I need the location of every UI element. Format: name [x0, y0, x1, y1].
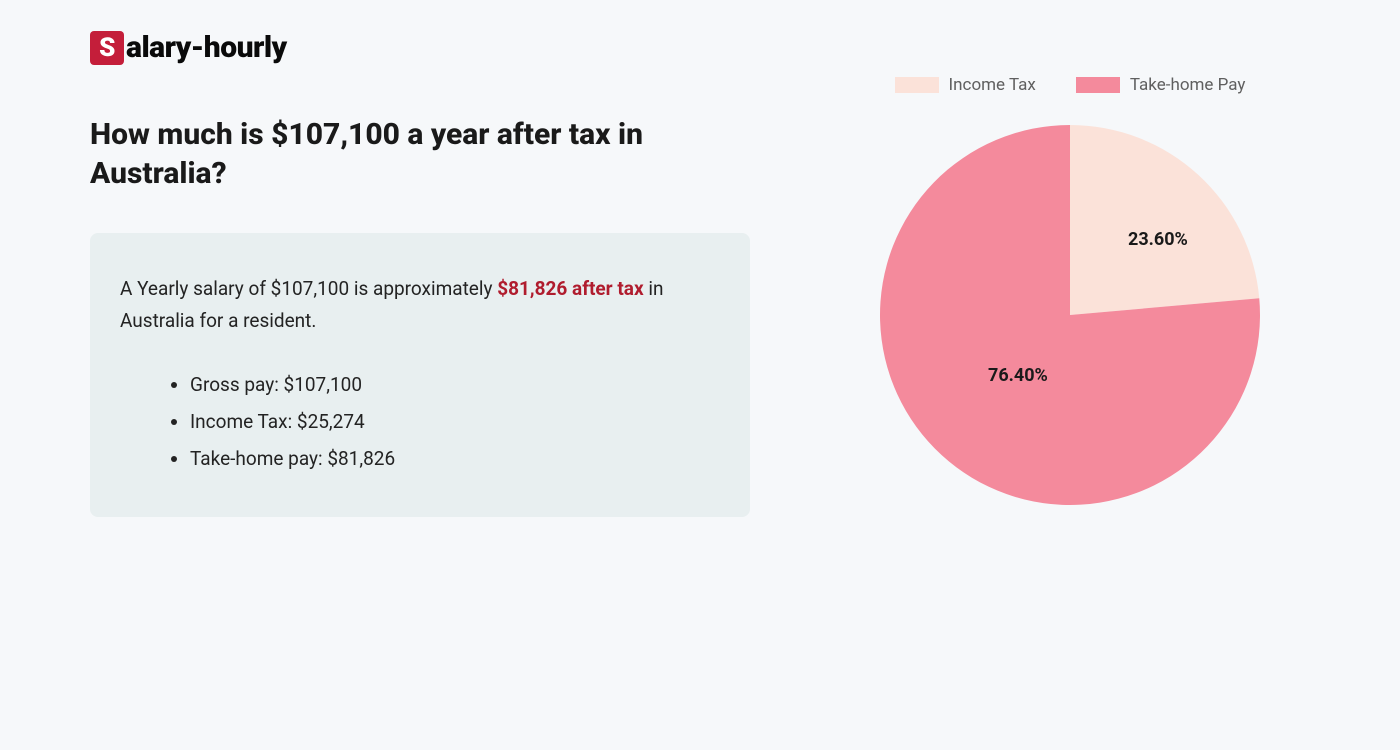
breakdown-list: Gross pay: $107,100 Income Tax: $25,274 …	[120, 366, 720, 477]
summary-card: A Yearly salary of $107,100 is approxima…	[90, 233, 750, 517]
legend-label: Take-home Pay	[1130, 75, 1246, 95]
legend-swatch	[1076, 77, 1120, 93]
logo-badge: S	[90, 31, 124, 65]
summary-pre: A Yearly salary of $107,100 is approxima…	[120, 277, 497, 300]
slice-label-take-home: 76.40%	[988, 365, 1048, 386]
legend-item-take-home: Take-home Pay	[1076, 75, 1246, 95]
page-title: How much is $107,100 a year after tax in…	[90, 115, 750, 193]
legend-item-income-tax: Income Tax	[895, 75, 1036, 95]
summary-highlight: $81,826 after tax	[497, 277, 643, 300]
slice-label-income-tax: 23.60%	[1128, 229, 1188, 250]
pie-chart: 23.60% 76.40%	[870, 115, 1270, 515]
list-item: Take-home pay: $81,826	[190, 440, 720, 477]
summary-text: A Yearly salary of $107,100 is approxima…	[120, 273, 720, 338]
list-item: Income Tax: $25,274	[190, 403, 720, 440]
site-logo: Salary-hourly	[90, 30, 1310, 65]
legend-label: Income Tax	[949, 75, 1036, 95]
chart-legend: Income Tax Take-home Pay	[895, 75, 1246, 95]
legend-swatch	[895, 77, 939, 93]
list-item: Gross pay: $107,100	[190, 366, 720, 403]
logo-text: alary-hourly	[126, 30, 287, 65]
